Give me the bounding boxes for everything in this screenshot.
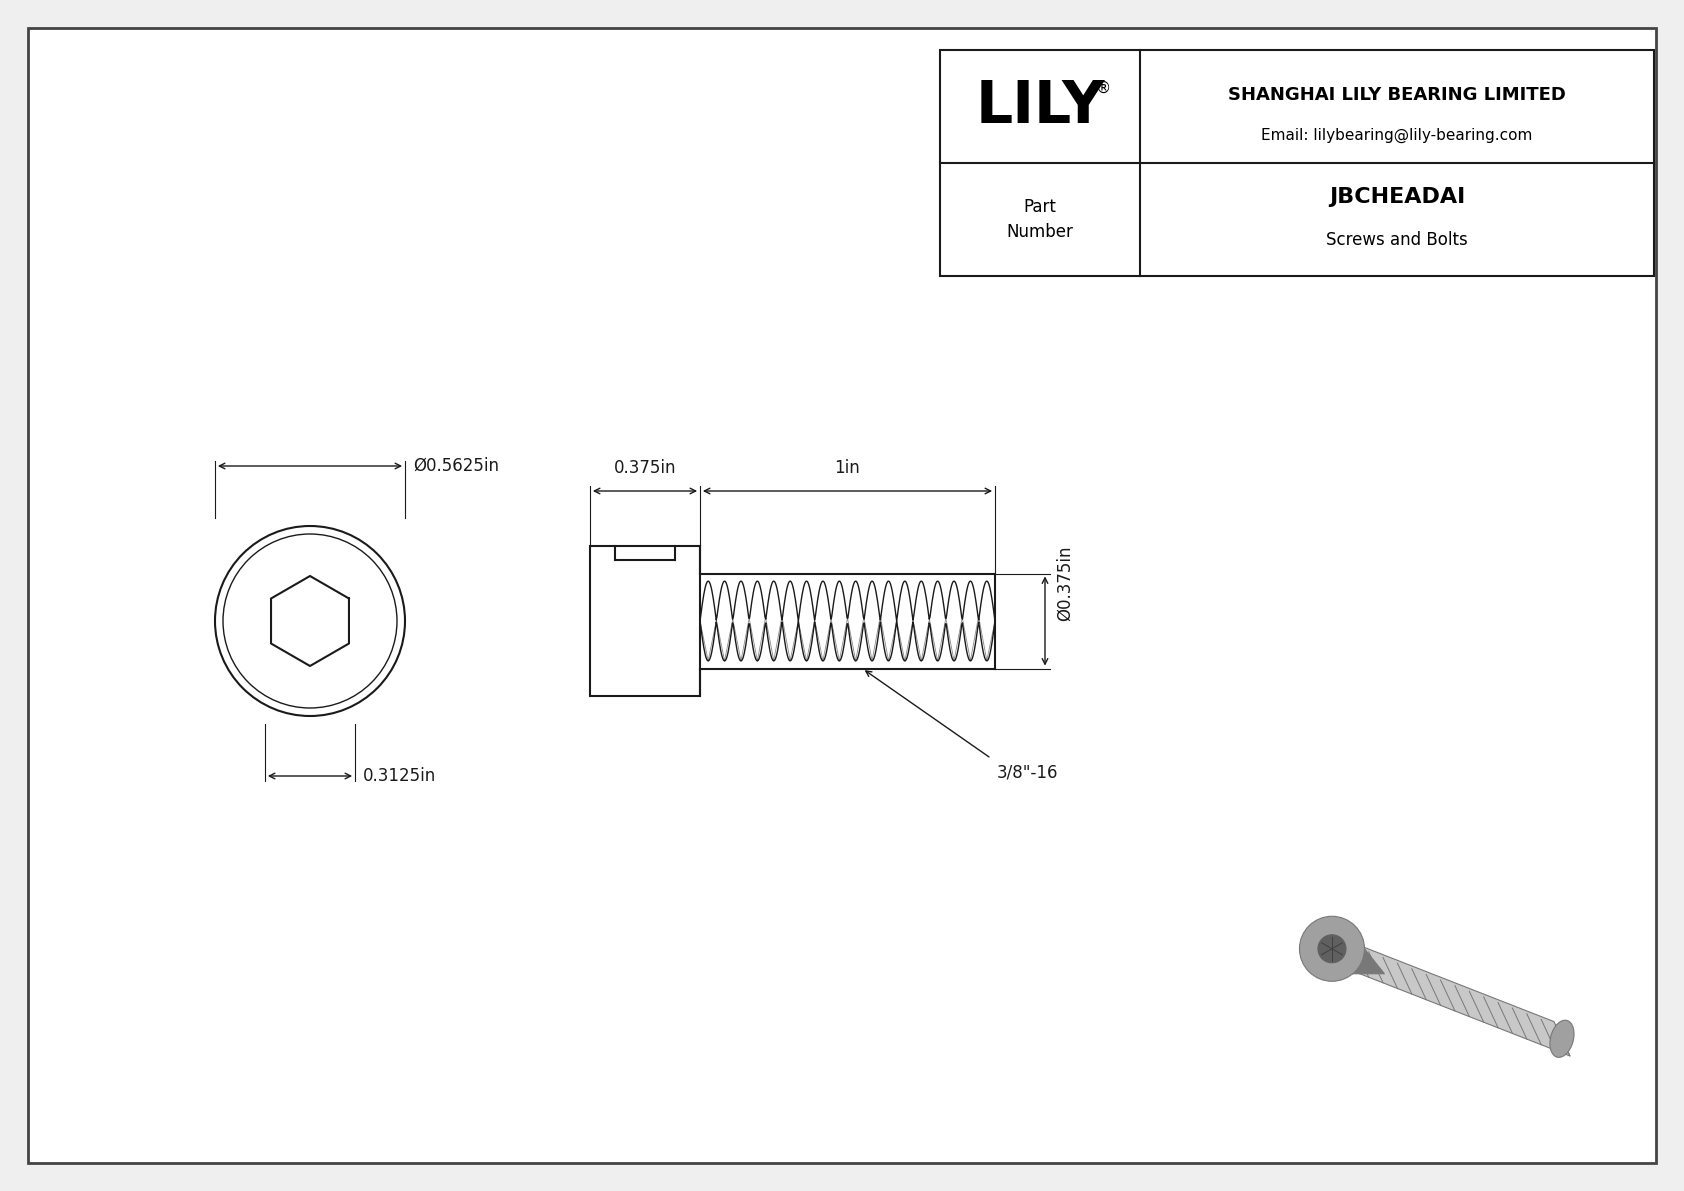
Text: SHANGHAI LILY BEARING LIMITED: SHANGHAI LILY BEARING LIMITED <box>1228 86 1566 104</box>
Polygon shape <box>1300 949 1384 974</box>
Bar <box>589 545 701 696</box>
Text: Screws and Bolts: Screws and Bolts <box>1325 231 1468 249</box>
Ellipse shape <box>1319 935 1346 962</box>
Bar <box>940 50 1654 276</box>
Text: Ø0.5625in: Ø0.5625in <box>413 457 498 475</box>
Ellipse shape <box>1549 1021 1575 1058</box>
Text: LILY: LILY <box>975 77 1105 135</box>
Polygon shape <box>1324 931 1569 1056</box>
Text: Part
Number: Part Number <box>1007 198 1073 241</box>
Text: JBCHEADAI: JBCHEADAI <box>1329 187 1465 207</box>
Text: 3/8"-16: 3/8"-16 <box>997 763 1058 781</box>
Ellipse shape <box>1300 916 1364 981</box>
Text: 0.375in: 0.375in <box>613 459 677 478</box>
Text: 1in: 1in <box>835 459 861 478</box>
Text: ®: ® <box>1095 81 1111 96</box>
Text: 0.3125in: 0.3125in <box>364 767 436 785</box>
Text: Ø0.375in: Ø0.375in <box>1056 545 1074 621</box>
Text: Email: lilybearing@lily-bearing.com: Email: lilybearing@lily-bearing.com <box>1261 129 1532 143</box>
